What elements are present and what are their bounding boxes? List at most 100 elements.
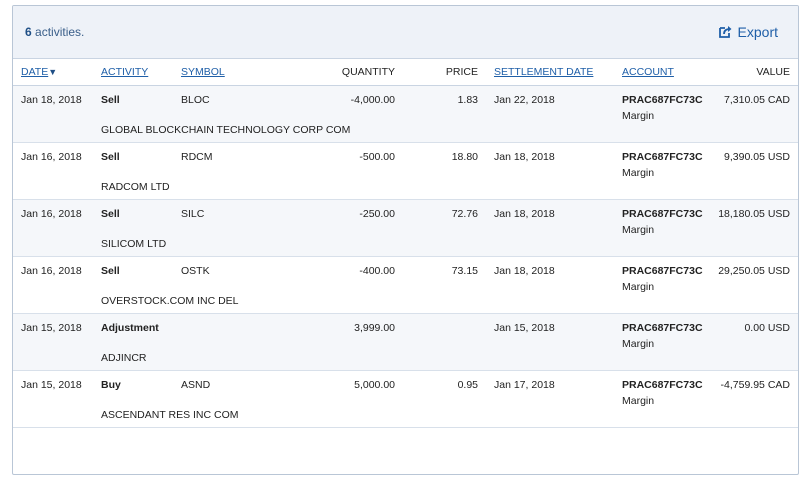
cell-activity: Sell [101,265,120,277]
cell-spacer [13,122,93,143]
cell-quantity: -4,000.00 [263,85,403,122]
table-row-description: GLOBAL BLOCKCHAIN TECHNOLOGY CORP COM [13,122,798,143]
cell-quantity: -250.00 [263,199,403,236]
cell-account: PRAC687FC73C Margin [614,199,703,236]
cell-quantity: -500.00 [359,151,395,163]
cell-symbol: OSTK [181,265,210,277]
table-row-description: ADJINCR [13,350,798,371]
cell-price: 18.80 [451,151,478,163]
cell-date: Jan 16, 2018 [13,199,93,236]
account-type: Margin [622,338,655,350]
cell-symbol [173,313,263,350]
activity-count-number: 6 [25,25,32,39]
activity-count-label: activities. [31,25,85,39]
cell-value: 0.00 USD [702,313,798,350]
column-header-activity[interactable]: ACTIVITY [93,59,173,86]
cell-account: PRAC687FC73C Margin [614,85,703,122]
table-body: Jan 18, 2018 Sell BLOC -4,000.00 1.83 Jan 22,… [13,85,798,428]
cell-account: PRAC687FC73C Margin [614,313,703,350]
cell-activity: Sell [93,199,173,236]
table-row: Jan 15, 2018 Buy ASND 5,000.00 0.95 Jan 17, 2… [13,371,798,407]
cell-description: ADJINCR [93,350,798,371]
export-button[interactable]: Export [718,24,778,40]
cell-description: SILICOM LTD [93,236,798,257]
cell-symbol: RDCM [181,151,213,163]
activities-table: DATE▼ ACTIVITY SYMBOL QUANTITY PRICE SET… [13,59,798,428]
cell-spacer [13,407,93,428]
cell-value: -4,759.95 CAD [720,379,790,391]
cell-spacer [13,293,93,314]
cell-account: PRAC687FC73C Margin [614,257,703,293]
activity-count: 6 activities. [25,25,84,39]
cell-settlement-date: Jan 17, 2018 [494,379,555,391]
sort-symbol-link[interactable]: SYMBOL [181,66,225,78]
column-header-quantity: QUANTITY [263,59,403,86]
table-row-description: RADCOM LTD [13,179,798,200]
account-number: PRAC687FC73C [622,322,703,334]
sort-activity-link[interactable]: ACTIVITY [101,66,149,78]
cell-activity: Sell [93,85,173,122]
cell-spacer [13,179,93,200]
cell-activity: Adjustment [93,313,173,350]
cell-date: Jan 15, 2018 [21,379,82,391]
cell-date: Jan 16, 2018 [21,151,82,163]
cell-value: 9,390.05 USD [724,151,790,163]
column-header-symbol[interactable]: SYMBOL [173,59,263,86]
account-number: PRAC687FC73C [622,265,703,277]
panel-header: 6 activities. Export [13,6,798,59]
table-header-row: DATE▼ ACTIVITY SYMBOL QUANTITY PRICE SET… [13,59,798,86]
cell-price: 1.83 [403,85,486,122]
cell-activity: Sell [101,151,120,163]
account-type: Margin [622,110,655,122]
sort-date-link[interactable]: DATE [21,66,49,78]
table-row: Jan 16, 2018 Sell OSTK -400.00 73.15 Jan 18, … [13,257,798,293]
table-row: Jan 18, 2018 Sell BLOC -4,000.00 1.83 Jan 22,… [13,85,798,122]
cell-settlement-date: Jan 18, 2018 [486,199,614,236]
cell-price: 73.15 [451,265,478,277]
export-icon [718,25,733,39]
cell-account: PRAC687FC73C Margin [614,143,703,179]
sort-desc-icon: ▼ [48,67,58,77]
cell-symbol: SILC [173,199,263,236]
column-header-price: PRICE [403,59,486,86]
cell-value: 18,180.05 USD [702,199,798,236]
cell-spacer [13,236,93,257]
account-number: PRAC687FC73C [622,379,703,391]
table-row: Jan 16, 2018 Sell RDCM -500.00 18.80 Jan 18, … [13,143,798,179]
table-row: Jan 16, 2018 Sell SILC -250.00 72.76 Jan 18, … [13,199,798,236]
column-header-value: VALUE [702,59,798,86]
cell-date: Jan 16, 2018 [21,265,82,277]
sort-account-link[interactable]: ACCOUNT [622,66,674,78]
sort-settlement-date-link[interactable]: SETTLEMENT DATE [494,66,594,78]
column-header-date[interactable]: DATE▼ [13,59,93,86]
table-row-description: SILICOM LTD [13,236,798,257]
account-type: Margin [622,395,655,407]
cell-account: PRAC687FC73C Margin [614,371,703,407]
cell-quantity: 3,999.00 [263,313,403,350]
cell-description: RADCOM LTD [93,179,798,200]
cell-date: Jan 15, 2018 [13,313,93,350]
column-header-account[interactable]: ACCOUNT [614,59,702,86]
column-header-settlement-date[interactable]: SETTLEMENT DATE [486,59,614,86]
account-number: PRAC687FC73C [622,151,703,163]
cell-value: 7,310.05 CAD [702,85,798,122]
cell-settlement-date: Jan 22, 2018 [486,85,614,122]
cell-date: Jan 18, 2018 [13,85,93,122]
cell-spacer [13,350,93,371]
cell-price: 0.95 [457,379,478,391]
account-type: Margin [622,224,655,236]
cell-quantity: 5,000.00 [354,379,395,391]
table-row-description: OVERSTOCK.COM INC DEL [13,293,798,314]
cell-symbol: ASND [181,379,211,391]
cell-description: OVERSTOCK.COM INC DEL [93,293,798,314]
account-number: PRAC687FC73C [622,94,703,106]
cell-activity: Buy [101,379,121,391]
account-number: PRAC687FC73C [622,208,703,220]
account-type: Margin [622,167,655,179]
table-row: Jan 15, 2018 Adjustment 3,999.00 Jan 15, 20… [13,313,798,350]
cell-symbol: BLOC [173,85,263,122]
cell-settlement-date: Jan 15, 2018 [486,313,614,350]
cell-description: GLOBAL BLOCKCHAIN TECHNOLOGY CORP COM [93,122,798,143]
cell-description: ASCENDANT RES INC COM [93,407,798,428]
cell-price [403,313,486,350]
